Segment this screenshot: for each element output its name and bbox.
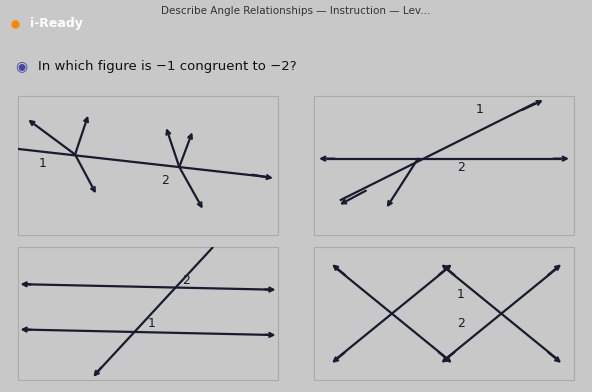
Bar — [18, 247, 278, 380]
Text: 2: 2 — [457, 161, 465, 174]
Text: Describe Angle Relationships — Instruction — Lev...: Describe Angle Relationships — Instructi… — [161, 6, 431, 16]
Text: 2: 2 — [182, 274, 190, 287]
Text: ◉: ◉ — [15, 60, 27, 73]
Text: 2: 2 — [161, 174, 169, 187]
Text: 1: 1 — [38, 157, 47, 170]
Text: 2: 2 — [457, 317, 465, 330]
Bar — [314, 247, 574, 380]
Text: 1: 1 — [148, 317, 156, 330]
Text: i-Ready: i-Ready — [30, 17, 82, 30]
Bar — [314, 96, 574, 235]
Bar — [18, 96, 278, 235]
Text: 1: 1 — [475, 103, 483, 116]
Text: In which figure is −1 congruent to −2?: In which figure is −1 congruent to −2? — [38, 60, 297, 73]
Text: 1: 1 — [457, 288, 465, 301]
